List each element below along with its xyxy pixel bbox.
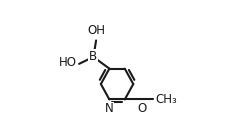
Text: N: N — [104, 102, 113, 115]
Text: CH₃: CH₃ — [154, 93, 176, 106]
Text: HO: HO — [58, 56, 76, 69]
Text: O: O — [136, 102, 146, 115]
Text: OH: OH — [87, 24, 105, 37]
Text: B: B — [88, 50, 97, 63]
